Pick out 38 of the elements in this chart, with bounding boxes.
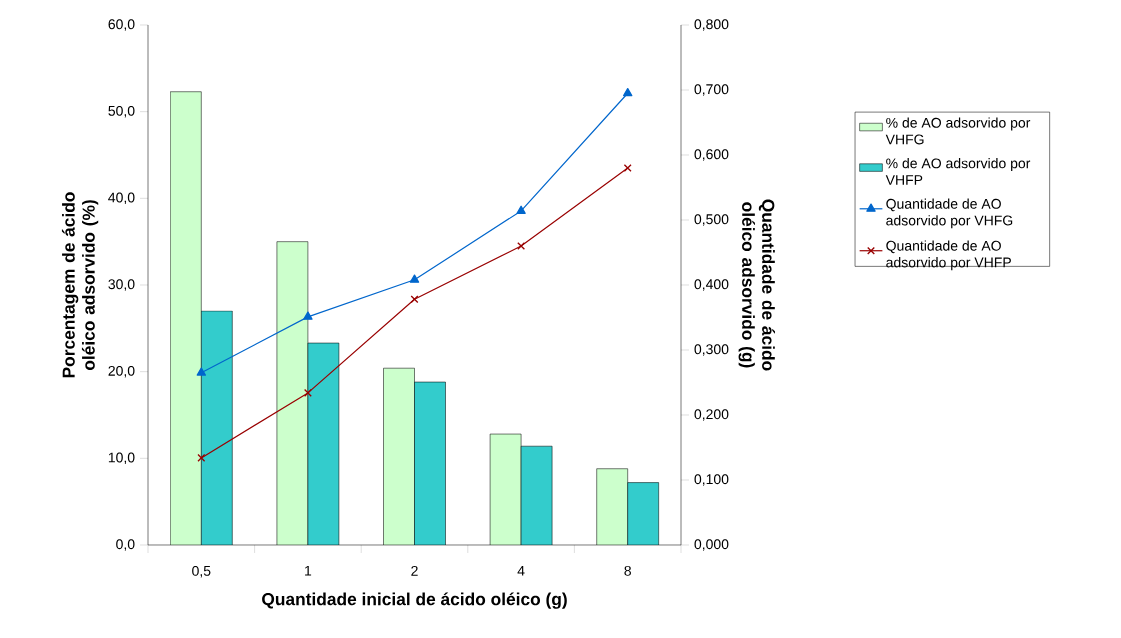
y2-tick-label: 0,400 <box>694 279 729 291</box>
point <box>196 367 207 376</box>
y2-tick-label: 0,600 <box>694 149 729 161</box>
y2-tick-label: 0,300 <box>694 344 729 356</box>
point <box>623 87 633 97</box>
y-tick-label: 60,0 <box>108 19 135 31</box>
point <box>516 205 526 214</box>
point <box>197 453 206 462</box>
x-tick-label: 2 <box>411 565 418 576</box>
y-axis-title: Porcentagem de ácido oléico adsorvido (%) <box>61 192 99 378</box>
legend-label: % de AO adsorvido por VHFG <box>885 117 1031 145</box>
y2-tick-label: 0,800 <box>694 19 729 31</box>
x-tick-label: 8 <box>624 565 631 576</box>
legend-label: Quantidade de AO adsorvido por VHFG <box>886 198 1013 229</box>
x-tick-label: 4 <box>517 565 525 576</box>
y-tick-label: 40,0 <box>108 192 135 205</box>
y2-tick-label: 0,100 <box>694 474 729 486</box>
point <box>303 388 312 397</box>
x-tick-label: 1 <box>305 565 312 576</box>
y2-tick-label: 0,700 <box>694 84 729 96</box>
x-tick-label: 0,5 <box>192 565 211 578</box>
y-tick-label: 20,0 <box>108 365 135 378</box>
point <box>303 311 313 320</box>
point <box>517 242 526 250</box>
y2-tick-label: 0,000 <box>694 539 729 551</box>
y2-axis-title: Quantidade de ácido oléico adsorvido (g) <box>738 199 775 371</box>
point <box>410 295 419 304</box>
legend-label: % de AO adsorvido por VHFP <box>885 158 1031 185</box>
y-tick-label: 50,0 <box>108 105 135 118</box>
x-axis-title: Quantidade inicial de ácido oléico (g) <box>262 592 567 609</box>
y2-tick-label: 0,200 <box>694 409 729 421</box>
point <box>623 164 632 172</box>
legend-label: Quantidade de AO adsorvido por VHFP <box>886 240 1011 271</box>
y2-tick-label: 0,500 <box>694 214 729 226</box>
point <box>409 274 420 283</box>
y-tick-label: 10,0 <box>108 452 135 465</box>
y-tick-label: 0,0 <box>116 539 135 551</box>
y-tick-label: 30,0 <box>108 279 135 291</box>
